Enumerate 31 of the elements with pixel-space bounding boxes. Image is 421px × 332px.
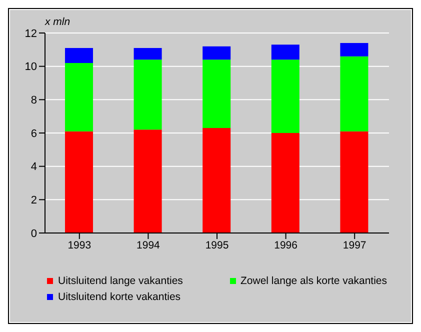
y-tick-label: 10 [24,61,37,74]
y-tick-label: 8 [30,94,37,107]
legend-label: Uitsluitend korte vakanties [58,291,181,303]
bar [340,131,368,233]
y-tick-label: 6 [30,128,37,140]
bar [202,46,231,60]
bar [134,48,162,60]
bar [202,60,231,128]
x-tick-label: 1997 [342,239,366,252]
x-tick-label: 1993 [68,239,92,252]
y-tick-label: 12 [24,28,37,40]
legend-label: Uitsluitend lange vakanties [58,275,183,287]
bar [271,133,300,233]
y-axis-title: x mln [45,16,70,28]
x-tick-label: 1994 [136,239,160,252]
bar [134,60,162,130]
bar [65,63,93,132]
y-tick-label: 2 [30,194,37,207]
y-tick-label: 0 [30,228,37,240]
legend-label: Zowel lange als korte vakanties [240,275,387,287]
x-tick-label: 1996 [274,239,298,252]
bar [65,131,93,233]
bar [202,128,231,233]
bar [340,43,368,56]
y-tick-label: 4 [30,161,37,174]
bar [340,56,368,132]
bar [271,44,300,60]
bar [65,48,93,63]
bar [271,60,300,133]
bar [134,130,162,233]
x-tick-label: 1995 [205,239,229,252]
